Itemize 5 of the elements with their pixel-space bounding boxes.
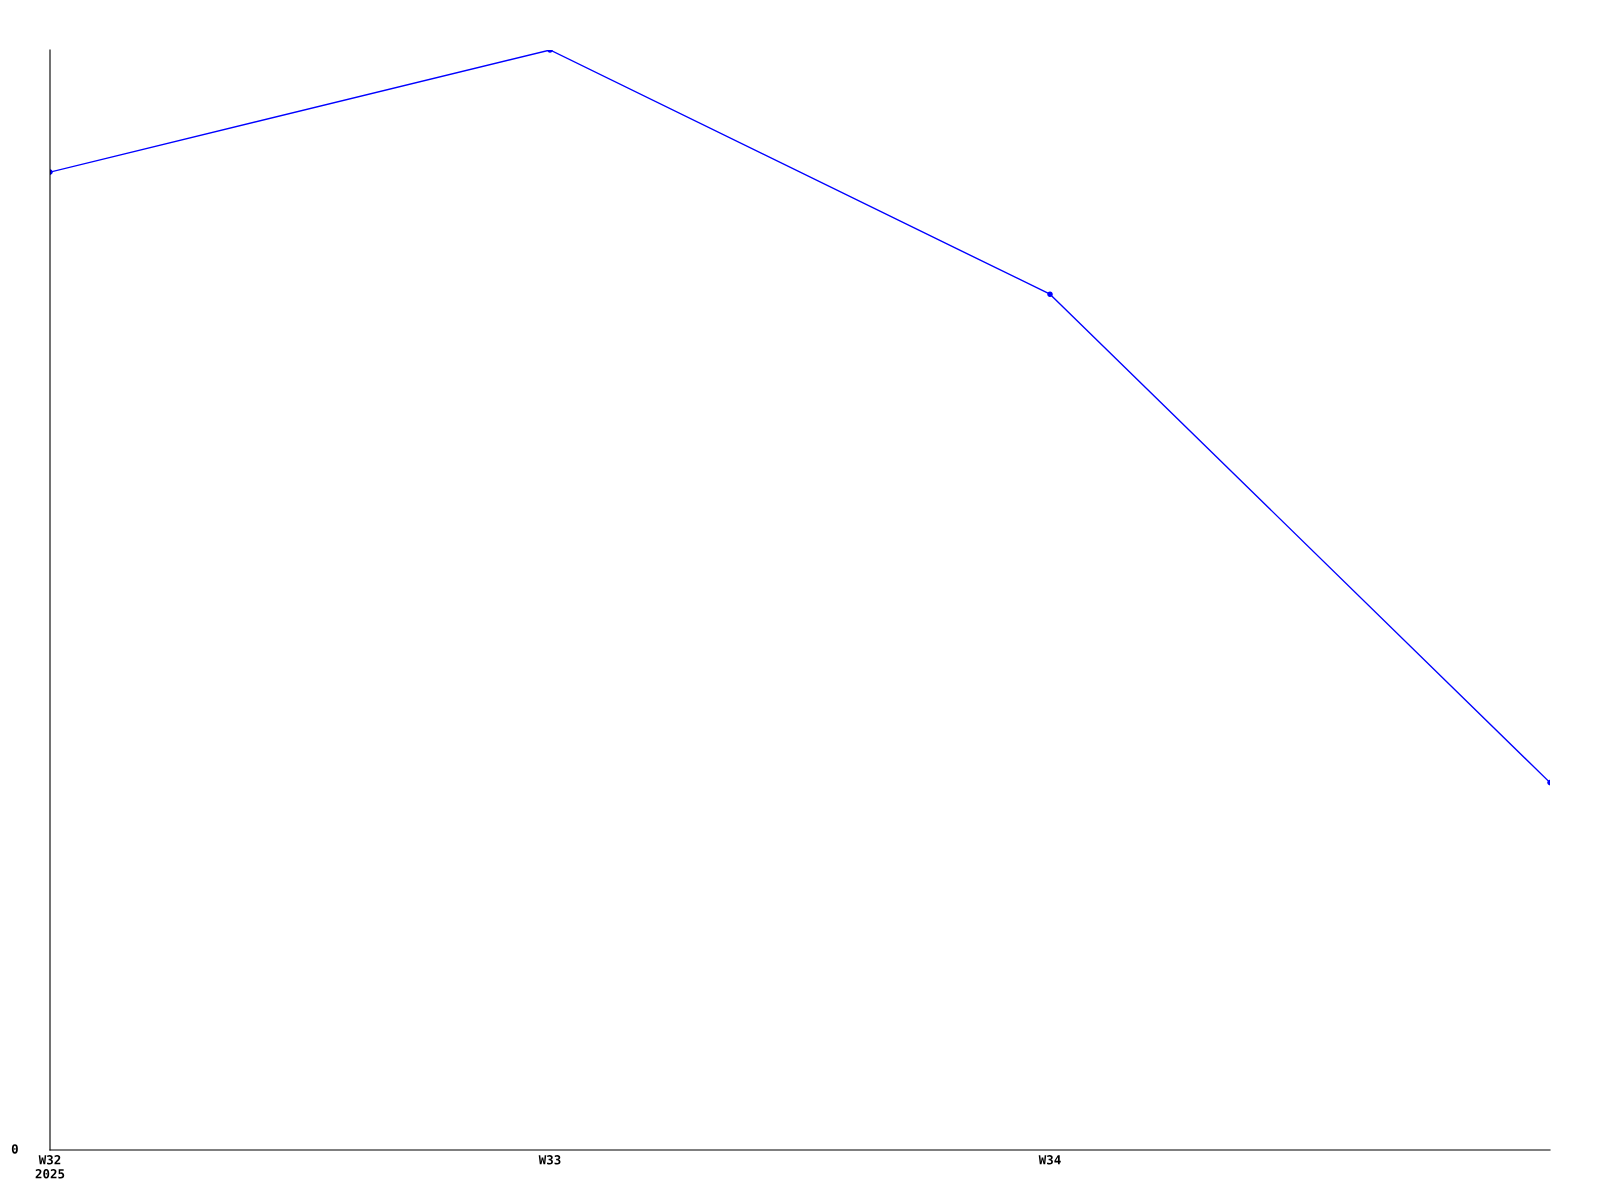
x-tick-label: W32 2025 [35,1155,65,1179]
x-tick-label: W34 [1038,1155,1061,1165]
text: 0 [11,1144,18,1154]
point [1047,291,1053,297]
x-tick-label: W33 [538,1155,561,1165]
